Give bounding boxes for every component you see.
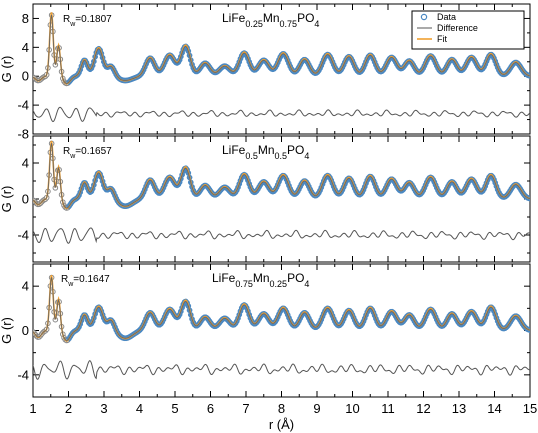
data-trace-line — [33, 14, 530, 84]
y-tick-label: 0 — [22, 69, 29, 84]
x-tick-label: 10 — [345, 401, 359, 416]
y-axis-title: G (r) — [0, 56, 14, 83]
panel-3: -4 0 4 G (r) Rw=0.1647 LiFe0.75Mn0.25PO4 — [0, 263, 531, 398]
x-tick-label: 8 — [278, 401, 285, 416]
plot-area — [33, 140, 530, 244]
legend-entry-data: Data — [437, 12, 456, 22]
y-tick-label: -4 — [17, 367, 29, 382]
y-axis-title: G (r) — [0, 317, 14, 344]
legend-data-marker — [420, 13, 428, 21]
rw-label: Rw=0.1657 — [63, 146, 112, 160]
panel-2: -4 0 4 G (r) Rw=0.1657 LiFe0.5Mn0.5PO4 — [0, 135, 531, 263]
panel-title: LiFe0.25Mn0.75PO4 — [222, 11, 319, 29]
y-tick-label: 4 — [22, 40, 29, 55]
plot-area — [33, 12, 530, 123]
y-tick-label: -4 — [17, 228, 29, 243]
x-tick-label: 9 — [313, 401, 320, 416]
data-trace-line — [33, 277, 530, 341]
y-axis-title: G (r) — [0, 186, 14, 213]
panels: -8 -4 0 4 8 G (r) Rw=0.1807 LiFe0.25Mn0.75PO4 -4… — [0, 3, 531, 398]
legend-entry-fit: Fit — [437, 34, 447, 44]
rw-label: Rw=0.1807 — [63, 14, 112, 28]
y-tick-label: 8 — [22, 11, 29, 26]
x-axis-title: r (Å) — [269, 417, 294, 432]
rw-label: Rw=0.1647 — [61, 274, 110, 288]
panel-1: -8 -4 0 4 8 G (r) Rw=0.1807 LiFe0.25Mn0.75PO4 — [0, 3, 531, 142]
difference-line — [33, 227, 530, 244]
y-tick-label: -4 — [17, 98, 29, 113]
x-tick-label: 4 — [136, 401, 143, 416]
x-tick-label: 2 — [65, 401, 72, 416]
difference-line — [33, 360, 530, 380]
data-trace-line — [33, 143, 530, 209]
y-tick-label: 0 — [22, 323, 29, 338]
y-tick-label: 0 — [22, 192, 29, 207]
x-tick-label: 13 — [452, 401, 466, 416]
x-tick-label: 14 — [487, 401, 501, 416]
y-tick-label: -8 — [17, 127, 29, 142]
y-tick-label: 4 — [22, 156, 29, 171]
legend-entry-difference: Difference — [437, 23, 478, 33]
x-tick-label: 1 — [29, 401, 36, 416]
x-tick-label: 15 — [523, 401, 537, 416]
plot-area — [33, 274, 530, 380]
difference-line — [33, 106, 530, 123]
x-tick-label: 6 — [207, 401, 214, 416]
x-tick-label: 5 — [171, 401, 178, 416]
legend-box — [411, 10, 525, 50]
x-tick-label: 11 — [381, 401, 395, 416]
x-tick-label: 12 — [416, 401, 430, 416]
y-tick-label: 4 — [22, 279, 29, 294]
panel-title: LiFe0.75Mn0.25PO4 — [212, 271, 309, 289]
x-tick-label: 7 — [242, 401, 249, 416]
x-tick-label: 3 — [100, 401, 107, 416]
data-series — [33, 12, 530, 87]
panel-title: LiFe0.5Mn0.5PO4 — [222, 143, 309, 161]
